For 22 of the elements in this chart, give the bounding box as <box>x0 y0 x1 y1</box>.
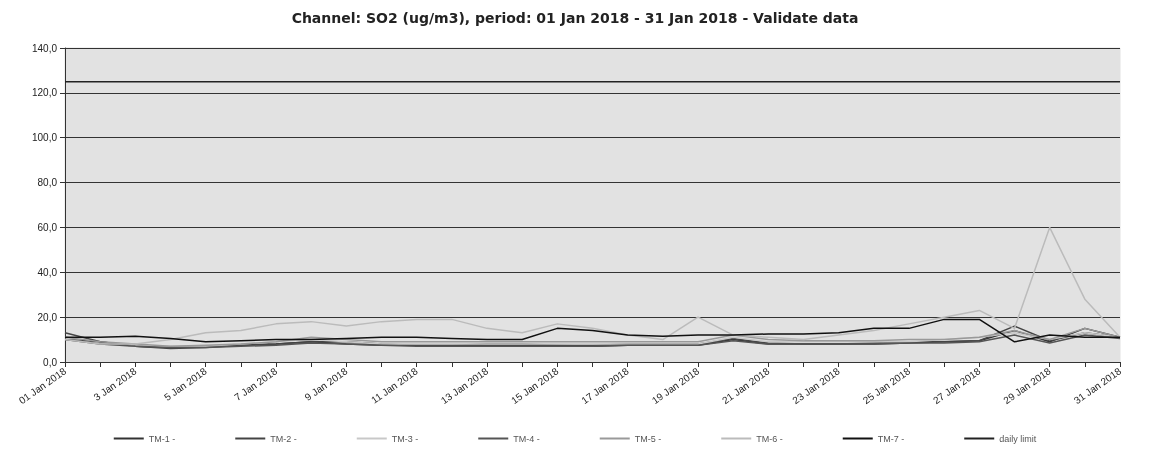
y-tick-label: 40,0 <box>37 266 58 278</box>
y-tick-label: 120,0 <box>31 87 58 99</box>
y-tick-label: 100,0 <box>31 132 58 144</box>
y-tick-label: 80,0 <box>37 177 58 189</box>
x-tick-label: 29 Jan 2018 <box>1001 365 1054 407</box>
x-tick-label: 5 Jan 2018 <box>161 365 210 403</box>
x-tick-label: 23 Jan 2018 <box>790 365 843 407</box>
legend-label: TM-1 - <box>148 433 176 444</box>
y-tick-label: 20,0 <box>37 311 58 323</box>
y-tick-label: 140,0 <box>31 42 58 54</box>
y-tick-label: 0,0 <box>43 356 58 368</box>
legend-label: TM-7 - <box>877 433 905 444</box>
y-tick-label: 60,0 <box>37 221 58 233</box>
x-tick-label: 11 Jan 2018 <box>369 365 421 406</box>
chart-title: Channel: SO2 (ug/m3), period: 01 Jan 2018 - 31 Jan 2018 - Validate data <box>291 10 859 26</box>
legend-label: TM-4 - <box>513 433 540 444</box>
legend-label: daily limit <box>999 433 1037 444</box>
legend-label: TM-2 - <box>270 433 297 444</box>
legend-label: TM-5 - <box>634 433 662 444</box>
legend-label: TM-6 - <box>756 433 783 444</box>
legend-label: TM-3 - <box>391 433 419 444</box>
x-tick-label: 17 Jan 2018 <box>579 365 632 407</box>
